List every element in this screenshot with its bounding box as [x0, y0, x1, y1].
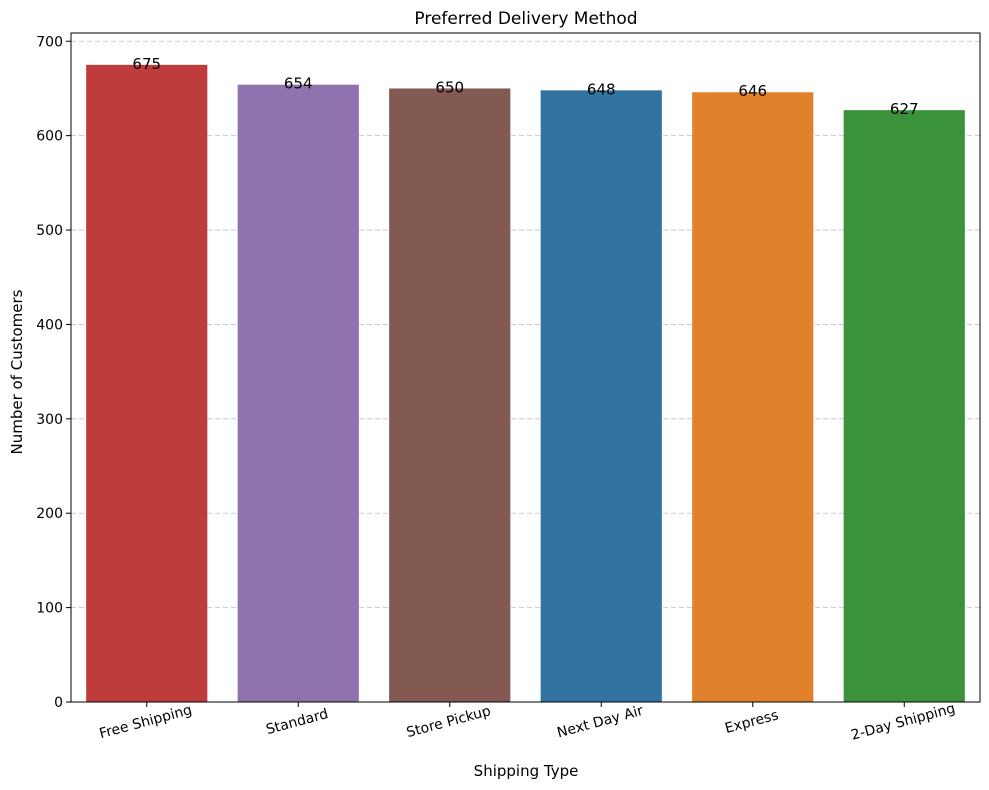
bar [540, 90, 662, 703]
bar [692, 92, 814, 702]
plot-frame [70, 32, 981, 703]
x-axis-label: Shipping Type [474, 762, 579, 780]
bar-value-label: 650 [435, 78, 464, 96]
bar [843, 110, 965, 702]
bar [237, 84, 359, 702]
y-tick-label: 0 [54, 695, 63, 711]
bar-value-label: 654 [284, 75, 313, 93]
bar [389, 88, 511, 703]
y-tick-label: 700 [36, 34, 63, 50]
bar-value-label: 646 [738, 82, 767, 100]
y-tick-label: 300 [36, 412, 63, 428]
bar [86, 64, 208, 703]
bars [86, 64, 965, 703]
chart-title: Preferred Delivery Method [414, 9, 637, 29]
bar-value-label: 648 [587, 80, 616, 98]
y-axis-label: Number of Customers [8, 289, 26, 454]
bar-value-label: 675 [132, 55, 161, 73]
y-tick-label: 500 [36, 223, 63, 239]
y-tick-label: 100 [36, 601, 63, 617]
bar-value-label: 627 [890, 100, 919, 118]
y-tick-label: 600 [36, 129, 63, 145]
y-tick-label: 200 [36, 506, 63, 522]
y-axis-ticks: 0 100 200 300 400 500 600 700 [36, 34, 71, 711]
y-tick-label: 400 [36, 317, 63, 333]
data-labels: 675 654 650 648 646 627 [132, 55, 918, 118]
